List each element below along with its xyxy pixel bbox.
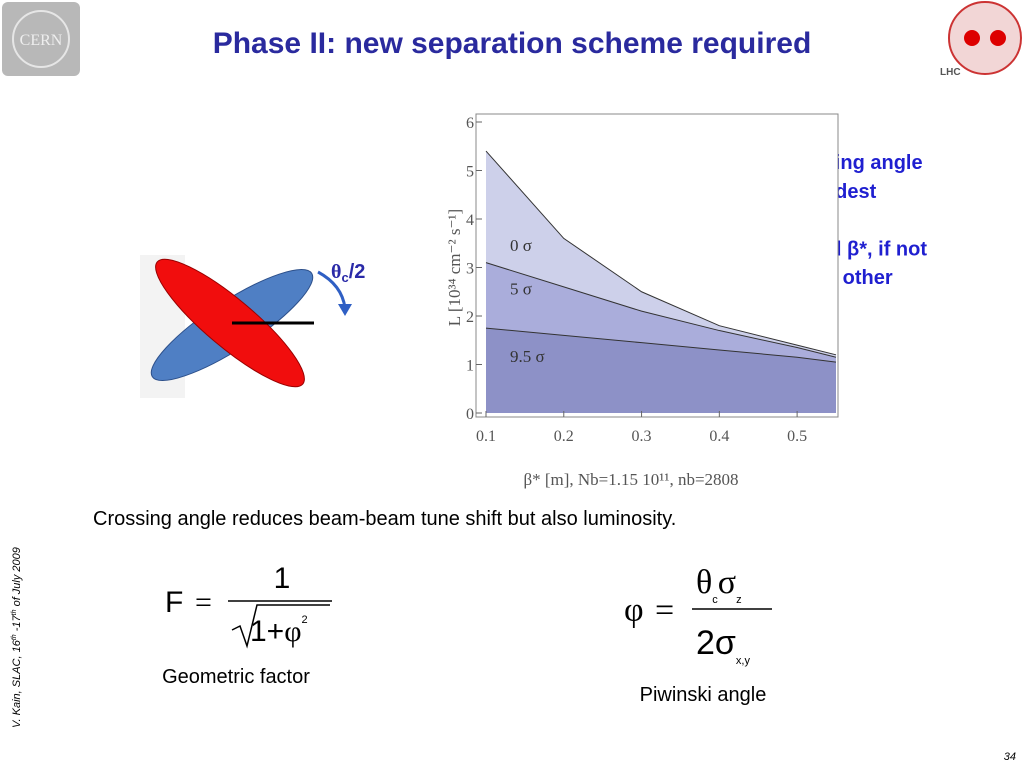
angle-arrowhead [338,304,352,316]
beam-red [155,258,305,388]
sidebar: V. Kain, SLAC, 16th -17th of July 2009 [11,547,23,728]
formula-eq: = [195,586,212,619]
formula-lhs: F [165,586,183,619]
formula-num: θcσz [696,564,742,606]
y-tick-label: 1 [466,358,474,375]
cern-logo-text: CERN [20,32,63,49]
area-line [485,150,837,356]
caption: Crossing angle reduces beam-beam tune sh… [93,508,676,530]
lhc-logo-text: LHC [940,67,961,78]
x-tick-label: 0.1 [476,428,496,445]
y-tick-label: 6 [466,115,474,132]
formula-label: Piwinski angle [640,684,767,706]
chart: 0 σ 5 σ 9.5 σ 0 1 2 3 4 5 6 0.1 0.2 0.3 0.4 0.5 β* [m],… [445,113,839,489]
formula-label: Geometric factor [162,666,310,688]
angle-label: θc/2 [331,261,365,285]
cern-logo-ring [12,10,70,68]
page-number: 34 [1004,751,1016,763]
y-tick-label: 5 [466,164,474,181]
area [486,328,836,413]
y-axis-label: L [10³⁴ cm⁻² s⁻¹] [445,209,464,326]
area-line [485,262,837,358]
x-tick-label: 0.3 [632,428,652,445]
x-tick-label: 0.5 [787,428,807,445]
slide-title: Phase II: new separation scheme required [213,27,812,60]
x-tick-label: 0.4 [709,428,729,445]
lhc-logo-beam [964,30,980,46]
series-label: 0 σ [510,236,532,255]
y-tick-label: 4 [466,212,474,229]
formula-den: 1+φ2 [250,614,308,648]
lhc-logo [948,1,1022,75]
series-label: 9.5 σ [510,347,545,366]
y-tick-label: 2 [466,309,474,326]
y-tick-label: 0 [466,406,474,423]
x-tick-label: 0.2 [554,428,574,445]
x-axis-label: β* [m], Nb=1.15 10¹¹, nb=2808 [523,470,738,489]
sqrt-sign [231,604,330,649]
lhc-logo-beam [990,30,1006,46]
series-label: 5 σ [510,280,532,299]
formula-num: 1 [274,562,291,595]
cern-logo [2,2,80,76]
y-tick-label: 3 [466,261,474,278]
formula-lhs: φ [624,592,644,629]
formula-den: 2σx,y [696,624,750,667]
area-line [485,327,837,363]
formula-eq: = [655,592,674,629]
